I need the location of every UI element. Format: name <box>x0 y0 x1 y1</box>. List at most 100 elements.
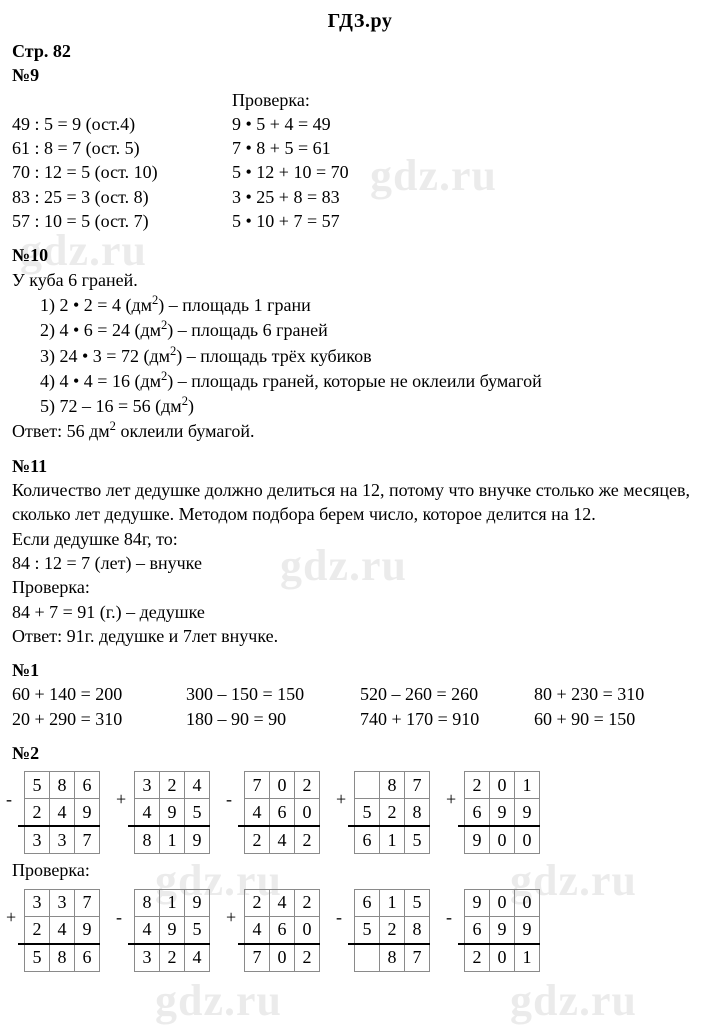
arith-table: 324495819 <box>128 771 210 854</box>
digit-cell: 5 <box>185 799 210 827</box>
digit-cell: 0 <box>515 826 540 854</box>
digit-cell: 9 <box>515 799 540 827</box>
text-line: Ответ: 91г. дедушке и 7лет внучке. <box>12 624 708 648</box>
item-num: 1) <box>40 295 55 315</box>
exercise-2: №2 -586249337+324495819-702460242+875286… <box>12 741 708 972</box>
solution-item: 4) 4 • 4 = 16 (дм2) – площадь граней, ко… <box>40 368 708 393</box>
digit-cell: 9 <box>160 916 185 944</box>
digit-cell: 2 <box>295 772 320 799</box>
digit-cell: 2 <box>160 944 185 972</box>
digit-cell: 4 <box>245 799 270 827</box>
digit-cell: 9 <box>465 889 490 916</box>
column-arithmetic: +337249586 <box>18 889 100 972</box>
calc-cell: 60 + 90 = 150 <box>534 707 708 731</box>
digit-cell: 0 <box>490 772 515 799</box>
digit-cell: 9 <box>75 916 100 944</box>
item-tail: ) – площадь граней, которые не оклеили б… <box>167 371 541 391</box>
column-arithmetic: +324495819 <box>128 771 210 854</box>
item-tail: ) – площадь 1 грани <box>158 295 310 315</box>
digit-cell: 0 <box>490 889 515 916</box>
watermark: gdz.ru <box>510 975 637 1026</box>
digit-cell: 9 <box>515 916 540 944</box>
digit-cell: 8 <box>405 916 430 944</box>
digit-cell: 2 <box>25 799 50 827</box>
digit-cell: 3 <box>25 889 50 916</box>
digit-cell: 0 <box>490 944 515 972</box>
exercise-1: №1 60 + 140 = 200 300 – 150 = 150 520 – … <box>12 658 708 731</box>
operator: - <box>336 907 342 928</box>
digit-cell: 2 <box>380 799 405 827</box>
digit-cell: 4 <box>270 889 295 916</box>
digit-cell: 8 <box>405 799 430 827</box>
operator: + <box>116 789 126 810</box>
calc-line: 3 • 25 + 8 = 83 <box>232 185 708 209</box>
blank-line <box>12 88 232 112</box>
digit-cell: 6 <box>75 772 100 799</box>
exercise-title: №11 <box>12 454 708 478</box>
item-expr: 24 • 3 = 72 (дм <box>60 346 171 366</box>
exercise-title: №10 <box>12 243 708 267</box>
digit-cell: 6 <box>355 889 380 916</box>
digit-cell: 5 <box>355 799 380 827</box>
text-line: 84 + 7 = 91 (г.) – дедушке <box>12 600 708 624</box>
intro-text: У куба 6 граней. <box>12 268 708 292</box>
digit-cell: 3 <box>25 826 50 854</box>
operator: + <box>336 789 346 810</box>
watermark: gdz.ru <box>155 975 282 1026</box>
digit-cell: 4 <box>135 916 160 944</box>
calc-row: 20 + 290 = 310 180 – 90 = 90 740 + 170 =… <box>12 707 708 731</box>
digit-cell: 2 <box>295 826 320 854</box>
text-line: Проверка: <box>12 575 708 599</box>
digit-cell: 0 <box>295 916 320 944</box>
text-line: Если дедушке 84г, то: <box>12 527 708 551</box>
calc-row: 60 + 140 = 200 300 – 150 = 150 520 – 260… <box>12 682 708 706</box>
digit-cell: 5 <box>25 944 50 972</box>
calc-cell: 300 – 150 = 150 <box>186 682 360 706</box>
digit-cell: 2 <box>380 916 405 944</box>
digit-cell: 0 <box>515 889 540 916</box>
item-expr: 72 – 16 = 56 (дм <box>60 396 182 416</box>
exercise-11: №11 Количество лет дедушке должно делить… <box>12 454 708 648</box>
column-arithmetic: -702460242 <box>238 771 320 854</box>
exercise-title: №9 <box>12 63 708 87</box>
digit-cell: 1 <box>380 889 405 916</box>
digit-cell <box>355 944 380 972</box>
calc-line: 70 : 12 = 5 (ост. 10) <box>12 160 232 184</box>
site-title: ГДЗ.ру <box>12 10 708 33</box>
arith-table: 337249586 <box>18 889 100 972</box>
digit-cell: 2 <box>295 944 320 972</box>
digit-cell: 2 <box>295 889 320 916</box>
item-tail: ) – площадь 6 граней <box>167 320 327 340</box>
exercise-title: №2 <box>12 741 708 765</box>
exercise-10: №10 У куба 6 граней. 1) 2 • 2 = 4 (дм2) … <box>12 243 708 443</box>
calc-line: 7 • 8 + 5 = 61 <box>232 136 708 160</box>
operator: + <box>6 907 16 928</box>
calc-line: 9 • 5 + 4 = 49 <box>232 112 708 136</box>
digit-cell: 1 <box>515 772 540 799</box>
digit-cell: 4 <box>185 772 210 799</box>
page-label: Стр. 82 <box>12 39 708 63</box>
digit-cell: 3 <box>50 826 75 854</box>
digit-cell: 1 <box>160 826 185 854</box>
column-arithmetic: -819495324 <box>128 889 210 972</box>
digit-cell: 9 <box>465 826 490 854</box>
arith-row: +337249586-819495324+242460702-61552887-… <box>18 889 708 972</box>
digit-cell: 5 <box>405 826 430 854</box>
digit-cell: 8 <box>380 772 405 799</box>
arith-table: 702460242 <box>238 771 320 854</box>
digit-cell: 7 <box>245 944 270 972</box>
calc-cell: 60 + 140 = 200 <box>12 682 186 706</box>
digit-cell: 4 <box>245 916 270 944</box>
check-label: Проверка: <box>232 88 708 112</box>
digit-cell: 8 <box>380 944 405 972</box>
digit-cell: 9 <box>185 826 210 854</box>
solution-item: 5) 72 – 16 = 56 (дм2) <box>40 393 708 418</box>
column-arithmetic: +242460702 <box>238 889 320 972</box>
calc-line: 5 • 10 + 7 = 57 <box>232 209 708 233</box>
digit-cell: 3 <box>135 944 160 972</box>
answer-text: Ответ: 56 дм2 оклеили бумагой. <box>12 418 708 443</box>
operator: + <box>446 789 456 810</box>
digit-cell: 4 <box>50 799 75 827</box>
arith-table: 586249337 <box>18 771 100 854</box>
arith-table: 87528615 <box>348 771 430 854</box>
